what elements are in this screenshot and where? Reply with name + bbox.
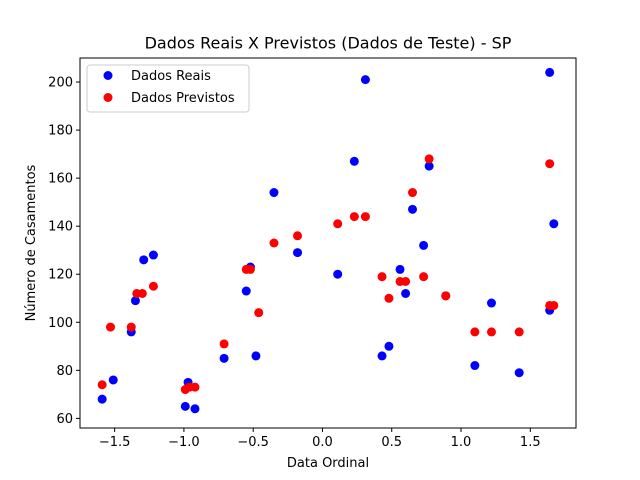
- point-dados-reais: [190, 404, 200, 414]
- point-dados-reais: [333, 269, 343, 279]
- point-dados-previstos: [333, 219, 343, 229]
- point-dados-reais: [545, 67, 555, 77]
- points-layer: [97, 67, 559, 414]
- point-dados-previstos: [470, 327, 480, 337]
- point-dados-previstos: [97, 380, 107, 390]
- point-dados-previstos: [137, 288, 147, 298]
- point-dados-previstos: [269, 238, 279, 248]
- point-dados-previstos: [545, 159, 555, 169]
- y-tick-label: 80: [56, 364, 73, 379]
- point-dados-previstos: [514, 327, 524, 337]
- y-tick-label: 180: [48, 124, 73, 139]
- point-dados-previstos: [126, 322, 136, 332]
- y-tick-label: 120: [48, 268, 73, 283]
- point-dados-previstos: [190, 382, 200, 392]
- point-dados-reais: [148, 250, 158, 260]
- point-dados-previstos: [349, 212, 359, 222]
- y-axis: 60 80 100 120 140 160 180 200: [48, 76, 80, 427]
- x-tick-label: −1.5: [99, 435, 131, 450]
- point-dados-reais: [395, 264, 405, 274]
- x-tick-label: −1.0: [168, 435, 200, 450]
- legend-marker-dados-previstos: [103, 93, 113, 102]
- point-dados-previstos: [424, 154, 434, 164]
- point-dados-previstos: [293, 231, 303, 241]
- point-dados-reais: [486, 298, 496, 308]
- point-dados-reais: [241, 286, 251, 296]
- point-dados-reais: [251, 351, 261, 361]
- x-tick-label: 0.0: [312, 435, 333, 450]
- x-tick-label: −0.5: [237, 435, 269, 450]
- x-tick-label: 1.0: [451, 435, 472, 450]
- y-tick-label: 140: [48, 220, 73, 235]
- y-axis-label: Número de Casamentos: [24, 164, 39, 321]
- point-dados-reais: [349, 156, 359, 166]
- point-dados-reais: [514, 368, 524, 378]
- point-dados-previstos: [419, 272, 429, 282]
- point-dados-previstos: [441, 291, 451, 301]
- point-dados-reais: [293, 248, 303, 258]
- point-dados-previstos: [486, 327, 496, 337]
- x-tick-label: 1.5: [520, 435, 541, 450]
- legend: Dados Reais Dados Previstos: [86, 64, 250, 113]
- y-tick-label: 200: [48, 76, 73, 91]
- legend-marker-dados-reais: [103, 71, 113, 80]
- y-tick-label: 160: [48, 172, 73, 187]
- point-dados-reais: [108, 375, 118, 385]
- point-dados-reais: [384, 341, 394, 351]
- point-dados-reais: [408, 204, 418, 214]
- plot-frame: [79, 57, 577, 429]
- point-dados-reais: [219, 353, 229, 363]
- point-dados-previstos: [408, 188, 418, 198]
- point-dados-previstos: [549, 300, 559, 310]
- point-dados-reais: [549, 219, 559, 229]
- legend-label-dados-reais: Dados Reais: [131, 69, 211, 84]
- point-dados-reais: [424, 161, 434, 171]
- legend-label-dados-previstos: Dados Previstos: [131, 91, 235, 106]
- point-dados-reais: [130, 296, 140, 306]
- chart-title: Dados Reais X Previstos (Dados de Teste)…: [145, 34, 512, 53]
- point-dados-reais: [97, 394, 107, 404]
- point-dados-previstos: [401, 276, 411, 286]
- point-dados-reais: [377, 351, 387, 361]
- point-dados-reais: [419, 240, 429, 250]
- point-dados-reais: [139, 255, 149, 265]
- x-axis-label: Data Ordinal: [287, 456, 369, 471]
- point-dados-previstos: [254, 308, 264, 318]
- point-dados-reais: [269, 188, 279, 198]
- point-dados-previstos: [148, 281, 158, 291]
- point-dados-previstos: [245, 264, 255, 274]
- y-tick-label: 100: [48, 316, 73, 331]
- point-dados-previstos: [360, 212, 370, 222]
- point-dados-reais: [360, 75, 370, 85]
- x-axis: −1.5 −1.0 −0.5 0.0 0.5 1.0 1.5: [99, 428, 541, 450]
- point-dados-reais: [470, 361, 480, 371]
- point-dados-previstos: [377, 272, 387, 282]
- point-dados-reais: [180, 401, 190, 411]
- y-tick-label: 60: [56, 412, 73, 427]
- x-tick-label: 0.5: [381, 435, 402, 450]
- point-dados-reais: [401, 288, 411, 298]
- point-dados-previstos: [384, 293, 394, 303]
- point-dados-previstos: [105, 322, 115, 332]
- point-dados-previstos: [219, 339, 229, 349]
- legend-box: [86, 64, 250, 113]
